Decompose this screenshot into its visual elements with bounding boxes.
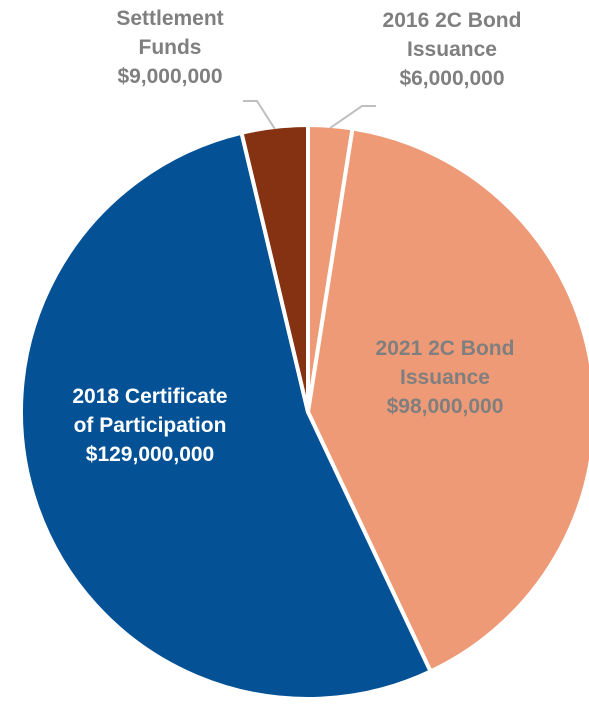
slice-value-label: $6,000,000 bbox=[399, 67, 505, 90]
slice-label-2021-bond: 2021 2C Bond Issuance $98,000,000 bbox=[355, 334, 535, 421]
slice-label-2018-certificate: 2018 Certificate of Participation $129,0… bbox=[45, 382, 255, 469]
slice-label-line: Settlement bbox=[116, 7, 224, 30]
slice-label-line: Issuance bbox=[400, 366, 490, 389]
slice-2021-bond bbox=[306, 126, 589, 674]
slice-value-label: $98,000,000 bbox=[386, 395, 504, 418]
slice-label-line: 2021 2C Bond bbox=[375, 337, 515, 360]
slice-label-line: of Participation bbox=[73, 414, 227, 437]
slice-label-line: Issuance bbox=[407, 38, 497, 61]
slice-value-label: $9,000,000 bbox=[117, 65, 223, 88]
slice-label-line: 2016 2C Bond bbox=[382, 9, 522, 32]
slice-2018-certificate bbox=[19, 130, 433, 702]
leader-line-settlement-funds bbox=[243, 100, 276, 130]
slice-label-settlement-funds: Settlement Funds $9,000,000 bbox=[95, 4, 245, 91]
slice-value-label: $129,000,000 bbox=[85, 443, 215, 466]
leader-line-2016-bond bbox=[329, 105, 376, 129]
slice-label-line: 2018 Certificate bbox=[72, 385, 228, 408]
slice-label-2016-bond: 2016 2C Bond Issuance $6,000,000 bbox=[367, 6, 537, 93]
slice-label-line: Funds bbox=[138, 36, 202, 59]
